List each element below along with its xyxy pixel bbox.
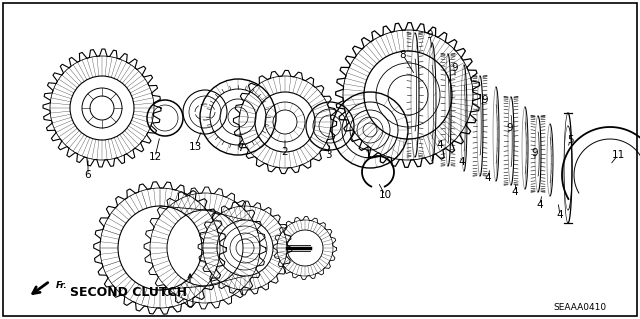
Text: 4: 4 xyxy=(537,200,543,210)
Text: 9: 9 xyxy=(507,123,513,133)
Text: 10: 10 xyxy=(378,190,392,200)
Text: SEAAA0410: SEAAA0410 xyxy=(554,303,607,313)
Text: 4: 4 xyxy=(512,187,518,197)
Text: 9: 9 xyxy=(482,95,488,105)
Text: 9: 9 xyxy=(532,148,538,158)
Text: 13: 13 xyxy=(188,142,202,152)
Text: 2: 2 xyxy=(282,147,288,157)
Text: 9: 9 xyxy=(452,63,458,73)
Text: 12: 12 xyxy=(148,152,162,162)
Text: 6: 6 xyxy=(84,170,92,180)
Text: 3: 3 xyxy=(324,150,332,160)
Text: 4: 4 xyxy=(557,210,563,220)
Text: 4: 4 xyxy=(459,157,465,167)
Text: 11: 11 xyxy=(611,150,625,160)
Text: 7: 7 xyxy=(237,143,243,153)
Text: 1: 1 xyxy=(365,150,371,160)
Text: 4: 4 xyxy=(436,140,444,150)
Text: 9: 9 xyxy=(427,30,433,40)
Text: 8: 8 xyxy=(400,50,406,60)
Text: 4: 4 xyxy=(484,173,492,183)
Text: SECOND CLUTCH: SECOND CLUTCH xyxy=(70,286,187,299)
Text: 5: 5 xyxy=(566,135,573,145)
Text: Fr.: Fr. xyxy=(56,280,68,290)
